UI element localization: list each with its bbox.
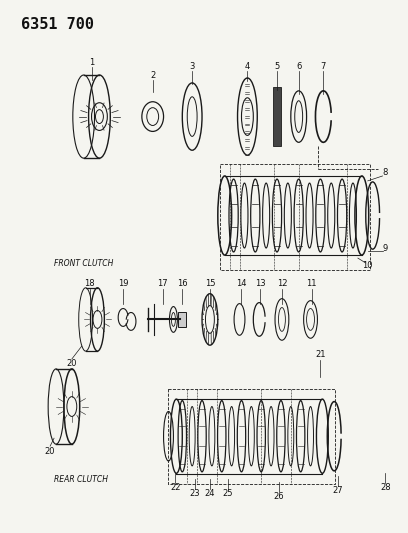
Text: 6: 6: [296, 62, 302, 70]
Text: 20: 20: [45, 447, 55, 456]
Text: 22: 22: [170, 483, 181, 492]
Text: REAR CLUTCH: REAR CLUTCH: [54, 475, 108, 484]
Text: 25: 25: [222, 489, 233, 498]
Text: 15: 15: [205, 279, 215, 288]
Text: 23: 23: [190, 489, 200, 498]
Text: 7: 7: [321, 62, 326, 70]
Text: 12: 12: [277, 279, 287, 288]
Text: 26: 26: [274, 492, 284, 501]
Text: 21: 21: [315, 350, 326, 359]
Text: 28: 28: [380, 483, 391, 492]
Text: 13: 13: [255, 279, 266, 288]
Text: 9: 9: [383, 244, 388, 253]
Bar: [178, 311, 186, 327]
Bar: [168, 389, 335, 484]
Text: 2: 2: [150, 70, 155, 79]
Text: 27: 27: [333, 486, 344, 495]
Text: 16: 16: [177, 279, 188, 288]
Text: 18: 18: [84, 279, 95, 288]
Bar: [220, 164, 370, 270]
Bar: [273, 87, 281, 146]
Text: 6351 700: 6351 700: [20, 17, 93, 31]
Text: 19: 19: [118, 279, 129, 288]
Text: 10: 10: [362, 261, 373, 270]
Text: 4: 4: [245, 62, 250, 70]
Text: 24: 24: [205, 489, 215, 498]
Text: 11: 11: [306, 279, 317, 288]
Text: 3: 3: [189, 62, 195, 70]
Text: 8: 8: [383, 168, 388, 177]
Text: FRONT CLUTCH: FRONT CLUTCH: [54, 259, 113, 268]
Text: 1: 1: [89, 58, 94, 67]
Text: 20: 20: [67, 359, 77, 368]
Text: 17: 17: [157, 279, 168, 288]
Text: 14: 14: [236, 279, 247, 288]
Text: 5: 5: [274, 62, 279, 70]
